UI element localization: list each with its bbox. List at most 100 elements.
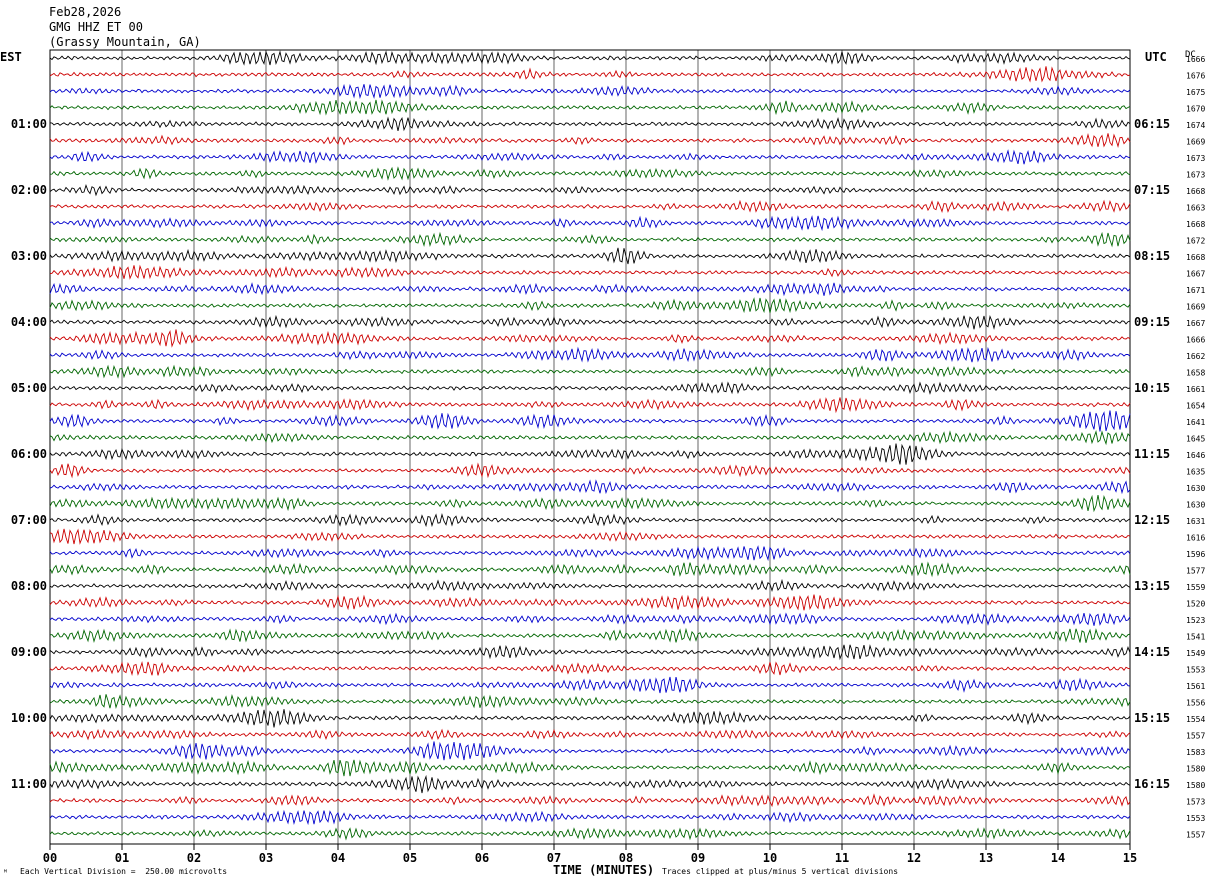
trace-line [49,709,1131,728]
scale-note: Each Vertical Division = 250.00 microvol… [20,867,228,876]
trace-line [49,827,1131,841]
trace-line [49,793,1131,808]
trace-line [49,644,1131,661]
trace-line [49,430,1131,446]
dc-offset-label: 1580 [1186,781,1205,790]
trace-line [49,462,1131,479]
right-timezone-label: UTC [1145,50,1167,64]
dc-offset-label: 1549 [1186,649,1205,658]
left-hour-label: 02:00 [11,183,47,197]
dc-offset-label: 1666 [1186,336,1205,345]
left-hour-label: 05:00 [11,381,47,395]
dc-offset-label: 1663 [1186,204,1205,213]
dc-offset-label: 1672 [1186,237,1205,246]
dc-offset-label: 1556 [1186,699,1205,708]
left-timezone-label: EST [0,50,22,64]
trace-line [49,66,1131,83]
trace-line [49,149,1131,165]
dc-offset-label: 1557 [1186,831,1205,840]
dc-offset-label: 1645 [1186,435,1205,444]
dc-offset-label: 1673 [1186,154,1205,163]
trace-line [49,694,1131,710]
dc-offset-label: 1630 [1186,484,1205,493]
trace-line [49,809,1131,826]
dc-offset-label: 1523 [1186,616,1205,625]
corner-mark: ᴹ [3,868,8,877]
dc-offset-label: 1577 [1186,567,1205,576]
dc-offset-label: 1666 [1186,55,1205,64]
left-hour-label: 07:00 [11,513,47,527]
dc-offset-label: 1554 [1186,715,1205,724]
dc-offset-label: 1669 [1186,303,1205,312]
dc-offset-label: 1673 [1186,171,1205,180]
left-hour-label: 08:00 [11,579,47,593]
x-tick-label: 11 [835,851,849,865]
trace-line [49,247,1131,265]
dc-offset-label: 1670 [1186,105,1205,114]
trace-line [49,297,1131,314]
trace-line [49,183,1131,197]
trace-line [49,50,1131,66]
trace-line [49,381,1131,395]
dc-offset-label: 1580 [1186,765,1205,774]
trace-line [49,329,1131,348]
dc-offset-label: 1596 [1186,550,1205,559]
dc-offset-label: 1658 [1186,369,1205,378]
dc-offset-label: 1541 [1186,633,1205,642]
trace-line [49,561,1131,578]
dc-offset-label: 1674 [1186,121,1205,130]
trace-line [49,528,1131,545]
right-hour-label: 13:15 [1134,579,1170,593]
dc-offset-label: 1520 [1186,600,1205,609]
dc-offset-label: 1583 [1186,748,1205,757]
right-hour-label: 07:15 [1134,183,1170,197]
left-hour-label: 04:00 [11,315,47,329]
right-hour-label: 14:15 [1134,645,1170,659]
trace-line [49,661,1131,676]
dc-offset-label: 1641 [1186,418,1205,427]
dc-offset-label: 1553 [1186,666,1205,675]
dc-offset-label: 1573 [1186,798,1205,807]
x-tick-label: 14 [1051,851,1065,865]
dc-offset-label: 1661 [1186,385,1205,394]
dc-offset-label: 1671 [1186,286,1205,295]
left-hour-label: 11:00 [11,777,47,791]
dc-offset-label: 1646 [1186,451,1205,460]
dc-offset-label: 1668 [1186,187,1205,196]
trace-line [49,83,1131,100]
trace-line [49,99,1131,116]
trace-line [49,443,1131,465]
x-tick-label: 08 [619,851,633,865]
clip-note: Traces clipped at plus/minus 5 vertical … [662,867,899,876]
dc-offset-label: 1553 [1186,814,1205,823]
dc-offset-label: 1669 [1186,138,1205,147]
dc-offset-label: 1561 [1186,682,1205,691]
x-tick-label: 07 [547,851,561,865]
station-code: GMG HHZ ET 00 [49,20,143,34]
trace-line [49,314,1131,330]
x-tick-label: 03 [259,851,273,865]
record-date: Feb28,2026 [49,5,122,19]
x-tick-label: 09 [691,851,705,865]
left-hour-label: 03:00 [11,249,47,263]
right-hour-label: 15:15 [1134,711,1170,725]
trace-line [49,397,1131,414]
dc-offset-label: 1675 [1186,88,1205,97]
x-tick-label: 06 [475,851,489,865]
grid-lines [49,49,1131,850]
trace-line [49,512,1131,528]
right-hour-label: 09:15 [1134,315,1170,329]
x-axis-label: TIME (MINUTES) [553,863,655,877]
right-hour-label: 08:15 [1134,249,1170,263]
x-tick-label: 01 [115,851,129,865]
x-tick-label: 13 [979,851,993,865]
trace-line [49,132,1131,149]
x-tick-label: 00 [43,851,57,865]
trace-line [49,612,1131,626]
trace-line [49,578,1131,593]
left-hour-label: 01:00 [11,117,47,131]
dc-column-label: DC [1185,50,1196,60]
trace-line [49,199,1131,214]
x-tick-label: 02 [187,851,201,865]
